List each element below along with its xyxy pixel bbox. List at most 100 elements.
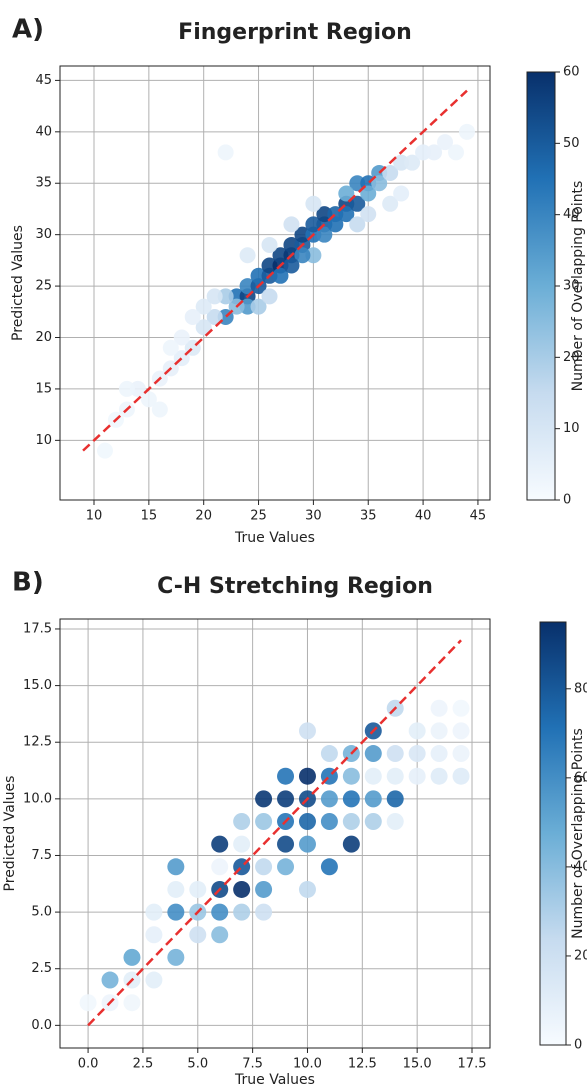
point (305, 216, 322, 233)
point (408, 767, 426, 785)
point (364, 745, 382, 763)
point (342, 812, 360, 830)
y-tick-label: 7.5 (31, 848, 52, 863)
point (316, 206, 333, 223)
point (272, 247, 289, 264)
y-tick-label: 30 (35, 227, 52, 242)
point (437, 134, 454, 151)
point (298, 812, 316, 830)
y-axis-label: Predicted Values (2, 776, 18, 892)
point (349, 195, 366, 212)
point (255, 903, 273, 921)
point (145, 971, 163, 989)
point (349, 216, 366, 233)
x-tick-label: 30 (305, 509, 322, 524)
colorbar-tick-label: 0 (574, 1038, 582, 1053)
reference-line (82, 89, 468, 452)
x-tick-label: 0.0 (78, 1057, 99, 1072)
point (320, 790, 338, 808)
point (430, 722, 448, 740)
point (101, 971, 119, 989)
point (338, 206, 355, 223)
y-tick-label: 20 (35, 330, 52, 345)
colorbar-label: Number of Overlapping Points (570, 181, 586, 392)
colorbar-tick-label: 20 (574, 948, 587, 963)
point (386, 790, 404, 808)
point (294, 226, 311, 243)
point (261, 236, 278, 253)
colorbar-tick-label: 50 (563, 136, 580, 151)
colorbar-tick-label: 40 (574, 859, 587, 874)
point (415, 144, 432, 161)
point (360, 206, 377, 223)
y-tick-label: 45 (35, 73, 52, 88)
point (342, 790, 360, 808)
point (151, 401, 168, 418)
colorbar (526, 71, 556, 501)
y-tick-label: 17.5 (23, 621, 52, 636)
point (184, 308, 201, 325)
point (305, 195, 322, 212)
point (408, 722, 426, 740)
point (255, 880, 273, 898)
point (294, 247, 311, 264)
point (316, 226, 333, 243)
point (452, 745, 470, 763)
point (233, 880, 251, 898)
x-tick-label: 35 (360, 509, 377, 524)
point (239, 247, 256, 264)
point (382, 164, 399, 181)
y-tick-label: 25 (35, 279, 52, 294)
point (393, 154, 410, 171)
point (386, 745, 404, 763)
point (233, 903, 251, 921)
point (206, 288, 223, 305)
point (250, 267, 267, 284)
x-tick-label: 45 (470, 509, 487, 524)
point (211, 926, 229, 944)
point (430, 767, 448, 785)
point (129, 380, 146, 397)
point (206, 308, 223, 325)
x-axis-label: True Values (234, 530, 315, 546)
colorbar-tick-label: 20 (563, 350, 580, 365)
point (283, 257, 300, 274)
point (140, 391, 157, 408)
panel-label: B) (12, 568, 44, 598)
x-tick-label: 20 (195, 509, 212, 524)
chart-title: C-H Stretching Region (157, 574, 433, 599)
colorbar-label: Number of Overlapping Points (570, 728, 586, 939)
point (386, 812, 404, 830)
x-tick-label: 5.0 (187, 1057, 208, 1072)
point (167, 948, 185, 966)
point (195, 319, 212, 336)
x-tick-label: 25 (250, 509, 267, 524)
point (364, 790, 382, 808)
x-tick-label: 15.0 (403, 1057, 432, 1072)
point (430, 745, 448, 763)
colorbar-tick-label: 0 (563, 493, 571, 508)
point (447, 144, 464, 161)
point (452, 699, 470, 717)
point (255, 812, 273, 830)
point (255, 858, 273, 876)
point (167, 880, 185, 898)
colorbar-tick-label: 10 (563, 421, 580, 436)
point (342, 767, 360, 785)
point (320, 812, 338, 830)
point (123, 994, 141, 1012)
panel-label: A) (12, 15, 44, 45)
y-tick-label: 10.0 (23, 791, 52, 806)
point (261, 257, 278, 274)
point (261, 288, 278, 305)
point (250, 298, 267, 315)
point (272, 267, 289, 284)
point (233, 812, 251, 830)
point (167, 858, 185, 876)
x-tick-label: 10 (86, 509, 103, 524)
point (277, 835, 295, 853)
colorbar-tick-label: 60 (574, 770, 587, 785)
y-tick-label: 5.0 (31, 905, 52, 920)
y-tick-label: 2.5 (31, 961, 52, 976)
point (283, 216, 300, 233)
